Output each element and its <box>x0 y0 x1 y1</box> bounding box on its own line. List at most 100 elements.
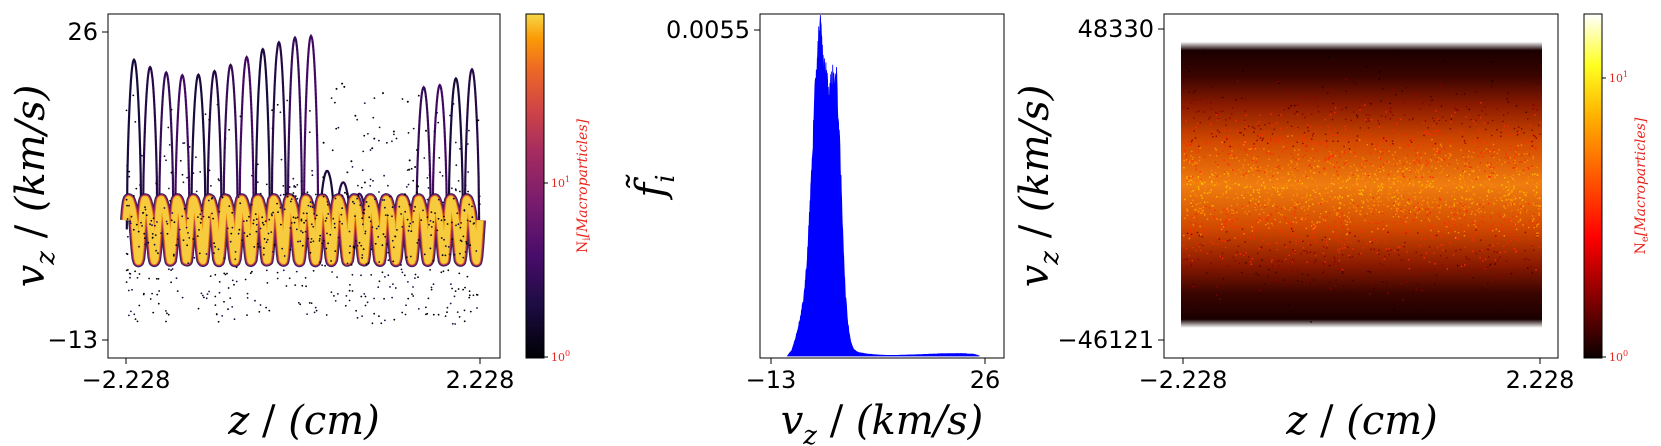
electron-particle <box>1379 150 1382 153</box>
electron-particle <box>1440 133 1442 135</box>
electron-particle <box>1533 134 1536 137</box>
ion-particle <box>300 230 302 232</box>
electron-particle <box>1505 260 1508 262</box>
electron-particle <box>1385 116 1387 118</box>
electron-particle <box>1423 257 1425 259</box>
electron-particle <box>1250 194 1252 196</box>
electron-particle <box>1440 158 1442 160</box>
electron-particle <box>1264 199 1266 201</box>
electron-particle <box>1204 186 1207 188</box>
ion-particle <box>125 109 128 112</box>
ion-particle <box>322 141 325 144</box>
electron-particle <box>1464 183 1466 186</box>
electron-particle <box>1191 158 1194 161</box>
electron-particle <box>1350 151 1352 153</box>
ion-particle <box>223 300 225 303</box>
electron-particle <box>1426 232 1428 234</box>
electron-particle <box>1257 274 1260 276</box>
electron-particle <box>1207 228 1209 230</box>
ion-particle <box>478 203 481 206</box>
ion-particle <box>246 235 249 238</box>
ion-particle <box>287 174 290 177</box>
electron-particle <box>1221 257 1224 260</box>
electron-particle <box>1192 129 1194 131</box>
electron-particle <box>1267 268 1270 271</box>
electron-particle <box>1525 111 1527 113</box>
electron-particle <box>1520 144 1523 146</box>
electron-particle <box>1311 135 1313 137</box>
electron-particle <box>1539 205 1542 207</box>
electron-particle <box>1296 188 1298 190</box>
electron-particle <box>1479 142 1481 144</box>
electron-particle <box>1191 285 1194 287</box>
ion-particle <box>134 270 137 273</box>
electron-particle <box>1514 272 1517 274</box>
electron-particle <box>1435 234 1438 237</box>
ion-particle <box>229 297 232 299</box>
electron-particle <box>1252 164 1255 167</box>
electron-particle <box>1438 205 1440 207</box>
electron-particle <box>1461 135 1464 138</box>
ion-particle <box>451 322 454 325</box>
electron-particle <box>1481 286 1483 289</box>
ion-particle <box>255 223 258 226</box>
electron-particle <box>1347 178 1349 181</box>
electron-particle <box>1200 208 1202 210</box>
electron-particle <box>1427 208 1429 210</box>
electron-particle <box>1408 184 1410 186</box>
electron-particle <box>1396 189 1398 192</box>
electron-particle <box>1205 143 1207 145</box>
electron-particle <box>1185 258 1188 261</box>
electron-particle <box>1339 196 1341 198</box>
electron-particle <box>1455 187 1458 189</box>
electron-particle <box>1403 184 1405 186</box>
electron-particle <box>1278 165 1280 167</box>
electron-particle <box>1226 208 1228 210</box>
electron-particle <box>1240 275 1242 277</box>
electron-particle <box>1439 207 1441 209</box>
electron-particle <box>1309 125 1312 128</box>
electron-particle <box>1196 213 1198 215</box>
electron-particle <box>1257 134 1259 136</box>
ion-vortex-loop-dots <box>174 74 190 230</box>
electron-particle <box>1399 246 1401 248</box>
electron-particle <box>1251 197 1254 200</box>
electron-particle <box>1499 256 1501 258</box>
electron-particle <box>1491 212 1494 214</box>
electron-particle <box>1536 234 1538 236</box>
electron-particle <box>1430 95 1432 98</box>
electron-particle <box>1483 152 1486 154</box>
electron-particle <box>1421 289 1423 292</box>
electron-particle <box>1494 197 1496 199</box>
electron-particle <box>1370 240 1373 242</box>
ion-particle <box>168 187 170 190</box>
electron-particle <box>1506 98 1508 100</box>
electron-particle <box>1533 226 1535 229</box>
ion-particle <box>183 207 186 210</box>
electron-particle <box>1267 231 1269 233</box>
electron-particle <box>1261 139 1263 141</box>
electron-particle <box>1276 248 1279 251</box>
electron-particle <box>1396 171 1399 173</box>
electron-particle <box>1273 172 1275 174</box>
ion-particle <box>333 295 335 297</box>
electron-particle <box>1448 163 1450 165</box>
ion-particle <box>192 238 195 240</box>
electron-particle <box>1305 194 1307 197</box>
electron-particle <box>1493 156 1495 159</box>
electron-particle <box>1278 114 1280 117</box>
electron-particle <box>1531 165 1533 167</box>
electron-particle <box>1523 258 1526 260</box>
electron-particle <box>1365 114 1368 116</box>
electron-particle <box>1251 226 1253 228</box>
electron-particle <box>1187 107 1189 110</box>
electron-particle <box>1277 187 1279 190</box>
electron-particle <box>1271 133 1274 135</box>
electron-particle <box>1405 215 1407 217</box>
ion-particle <box>426 198 429 201</box>
electron-particle <box>1449 229 1451 231</box>
electron-particle <box>1217 166 1219 168</box>
electron-particle <box>1381 184 1384 186</box>
electron-particle <box>1259 166 1262 169</box>
ion-vortex-loop <box>270 40 288 230</box>
